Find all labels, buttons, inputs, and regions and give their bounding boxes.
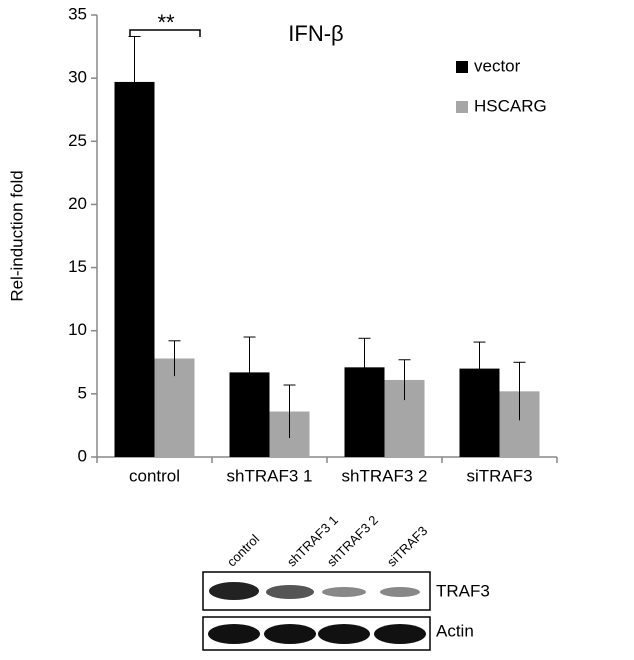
legend-swatch — [456, 61, 468, 73]
y-tick-label: 10 — [68, 320, 87, 339]
y-tick-label: 20 — [68, 194, 87, 213]
blot-band — [264, 624, 316, 644]
blot-band — [380, 587, 420, 597]
blot-row-label: TRAF3 — [436, 581, 490, 600]
legend-label: vector — [474, 56, 521, 75]
error-bar — [128, 35, 141, 128]
error-bar — [398, 359, 411, 401]
y-tick-label: 0 — [78, 446, 87, 465]
blot-row-label: Actin — [436, 621, 474, 640]
error-bar — [358, 337, 371, 397]
y-tick-label: 25 — [68, 131, 87, 150]
blot-lane-label: siTRAF3 — [384, 523, 430, 569]
x-tick-label: siTRAF3 — [466, 466, 532, 485]
legend-swatch — [456, 101, 468, 113]
blot-band — [209, 582, 259, 600]
x-tick-label: shTRAF3 1 — [227, 466, 313, 485]
blot-band — [318, 624, 370, 644]
y-tick-label: 15 — [68, 257, 87, 276]
error-bar — [283, 384, 296, 439]
blot-band — [266, 585, 314, 599]
error-bar — [473, 341, 486, 396]
y-axis-label: Rel-induction fold — [7, 170, 26, 301]
blot-band — [374, 624, 426, 644]
y-tick-label: 5 — [78, 383, 87, 402]
bar — [114, 81, 155, 457]
legend-label: HSCARG — [474, 96, 547, 115]
y-tick-label: 30 — [68, 68, 87, 87]
error-bar — [168, 340, 181, 377]
y-tick-label: 35 — [68, 4, 87, 23]
blot-lane-label: control — [224, 531, 262, 569]
blot-band — [322, 587, 366, 597]
chart-title: IFN-β — [288, 21, 343, 46]
blot: control shTRAF3 1 shTRAF3 2 siTRAF3 TRAF… — [202, 512, 490, 651]
error-bar — [243, 336, 256, 408]
x-tick-label: control — [129, 466, 180, 485]
x-tick-label: shTRAF3 2 — [342, 466, 428, 485]
significance-label: ** — [157, 10, 175, 35]
significance-bracket — [129, 29, 201, 37]
error-bar — [513, 361, 526, 421]
blot-band — [208, 624, 260, 644]
